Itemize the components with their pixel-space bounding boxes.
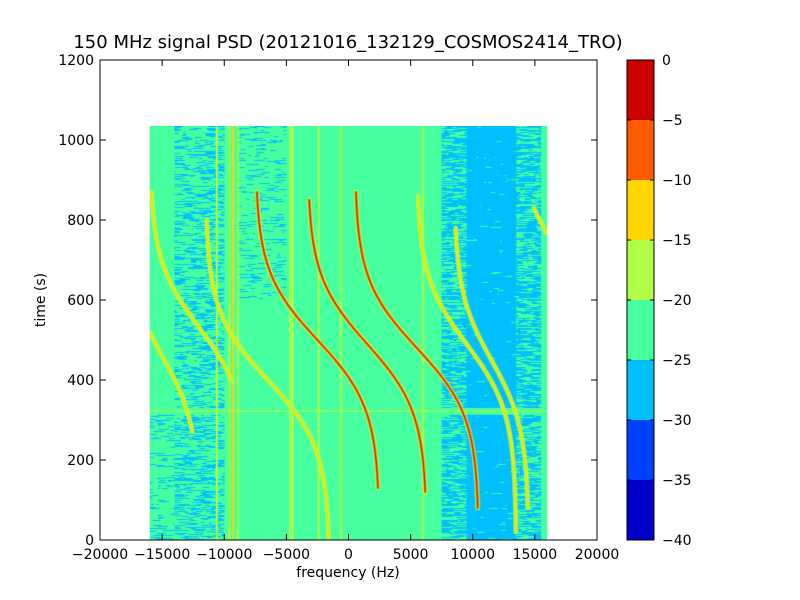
spectrogram-image [149, 126, 548, 540]
colorbar-segment [627, 180, 654, 240]
colorbar-tick-label: −20 [662, 293, 692, 309]
colorbar-tick-label: −10 [662, 173, 692, 189]
x-tick-label: −5000 [263, 547, 310, 563]
y-tick-label: 400 [67, 373, 94, 389]
colorbar-segment [627, 120, 654, 180]
colorbar-tick-label: −15 [662, 233, 692, 249]
plot-frame [99, 59, 598, 541]
y-tick-label: 0 [85, 533, 94, 549]
colorbar: 0 −5 −10 −15 −20 −25 −30 −35 −40 [626, 53, 692, 549]
y-axis: 0 200 400 600 800 1000 1200 [58, 53, 597, 549]
colorbar-segment [627, 60, 654, 120]
y-tick-label: 800 [67, 213, 94, 229]
y-axis-label: time (s) [33, 273, 49, 327]
colorbar-tick-label: −35 [662, 473, 692, 489]
colorbar-tick-label: −25 [662, 353, 692, 369]
colorbar-tick-label: −40 [662, 533, 692, 549]
y-tick-label: 1000 [58, 133, 94, 149]
x-tick-label: −10000 [196, 547, 252, 563]
colorbar-segment [627, 480, 654, 540]
colorbar-segment [627, 360, 654, 420]
plot-area: −20000 −15000 −10000 −5000 0 5000 10000 15000 20… [58, 53, 619, 563]
chart-title: 150 MHz signal PSD (20121016_132129_COSM… [73, 32, 622, 53]
x-tick-label: 10000 [450, 547, 495, 563]
x-tick-label: 15000 [513, 547, 558, 563]
colorbar-tick-label: 0 [662, 53, 671, 69]
x-tick-label: 5000 [393, 547, 429, 563]
y-tick-label: 1200 [58, 53, 94, 69]
colorbar-tick-label: −5 [662, 113, 683, 129]
x-tick-label: 20000 [575, 547, 620, 563]
colorbar-segment [627, 240, 654, 300]
colorbar-segment [627, 300, 654, 360]
x-tick-label: −15000 [134, 547, 190, 563]
colorbar-tick-label: −30 [662, 413, 692, 429]
y-tick-label: 200 [67, 453, 94, 469]
x-axis-label: frequency (Hz) [296, 565, 399, 581]
colorbar-segment [627, 420, 654, 480]
x-tick-label: −20000 [72, 547, 128, 563]
x-tick-label: 0 [344, 547, 353, 563]
y-tick-label: 600 [67, 293, 94, 309]
x-axis: −20000 −15000 −10000 −5000 0 5000 10000 15000 20… [72, 60, 619, 563]
